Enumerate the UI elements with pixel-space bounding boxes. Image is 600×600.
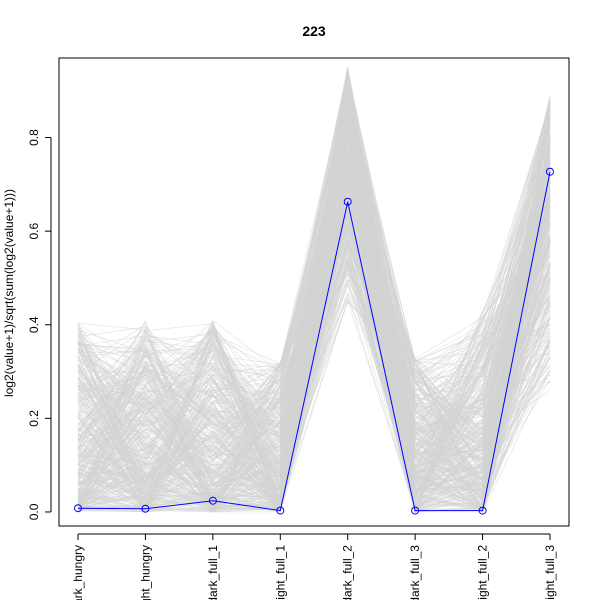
highlight-line	[77, 171, 551, 512]
highlight-point	[74, 504, 82, 513]
y-axis: 0.0 0.2 0.4 0.6 0.8	[27, 129, 52, 520]
background-line	[77, 70, 551, 467]
x-tick-label: dark_full_1	[206, 545, 220, 600]
background-series-lines	[77, 67, 551, 514]
highlight-point	[276, 506, 285, 515]
background-line	[77, 137, 551, 507]
background-line	[77, 98, 551, 485]
background-line	[77, 111, 551, 513]
background-line	[77, 75, 551, 514]
x-tick-label: dark_full_3	[408, 545, 422, 600]
highlight-point	[411, 506, 420, 515]
highlight-point	[478, 506, 487, 515]
x-tick-label: light_full_3	[543, 545, 557, 600]
background-line	[77, 234, 551, 477]
background-line	[77, 94, 551, 503]
background-line	[77, 232, 551, 512]
y-tick-label: 0.2	[27, 410, 41, 427]
x-tick-label: dark_full_2	[341, 545, 355, 600]
background-line	[77, 136, 551, 509]
y-tick-label: 0.8	[27, 129, 41, 146]
x-tick-label: light_full_1	[273, 545, 287, 600]
highlight-series	[74, 167, 554, 515]
highlight-point	[208, 496, 217, 505]
highlight-point	[343, 197, 352, 206]
background-line	[77, 74, 551, 509]
y-tick-label: 0.6	[27, 222, 41, 239]
highlight-point	[141, 504, 150, 513]
background-line	[77, 166, 551, 510]
background-line	[77, 102, 551, 488]
x-axis: dark_hungry ght_hungry dark_full_1 light_fu…	[71, 533, 557, 600]
y-tick-label: 0.0	[27, 503, 41, 520]
background-line	[77, 252, 551, 468]
background-line	[77, 206, 551, 505]
background-line	[77, 103, 551, 509]
chart-title: 223	[302, 23, 326, 39]
background-line	[77, 264, 551, 512]
background-line	[77, 86, 551, 498]
x-tick-label: dark_hungry	[71, 545, 85, 600]
y-axis-label: log2(value+1)/sqrt(sum(log2(value+1)))	[2, 189, 16, 397]
background-line	[77, 105, 551, 513]
y-tick-label: 0.4	[27, 316, 41, 333]
plot-frame	[58, 57, 570, 527]
background-line	[77, 187, 551, 507]
x-tick-label: light_full_2	[476, 545, 490, 600]
background-line	[77, 116, 551, 505]
background-line	[77, 199, 551, 494]
background-line	[77, 209, 551, 492]
background-line	[77, 112, 551, 505]
x-tick-label: ght_hungry	[138, 545, 152, 600]
background-line	[77, 87, 551, 511]
highlight-point	[546, 167, 554, 176]
background-line	[77, 255, 551, 484]
background-line	[77, 162, 551, 511]
